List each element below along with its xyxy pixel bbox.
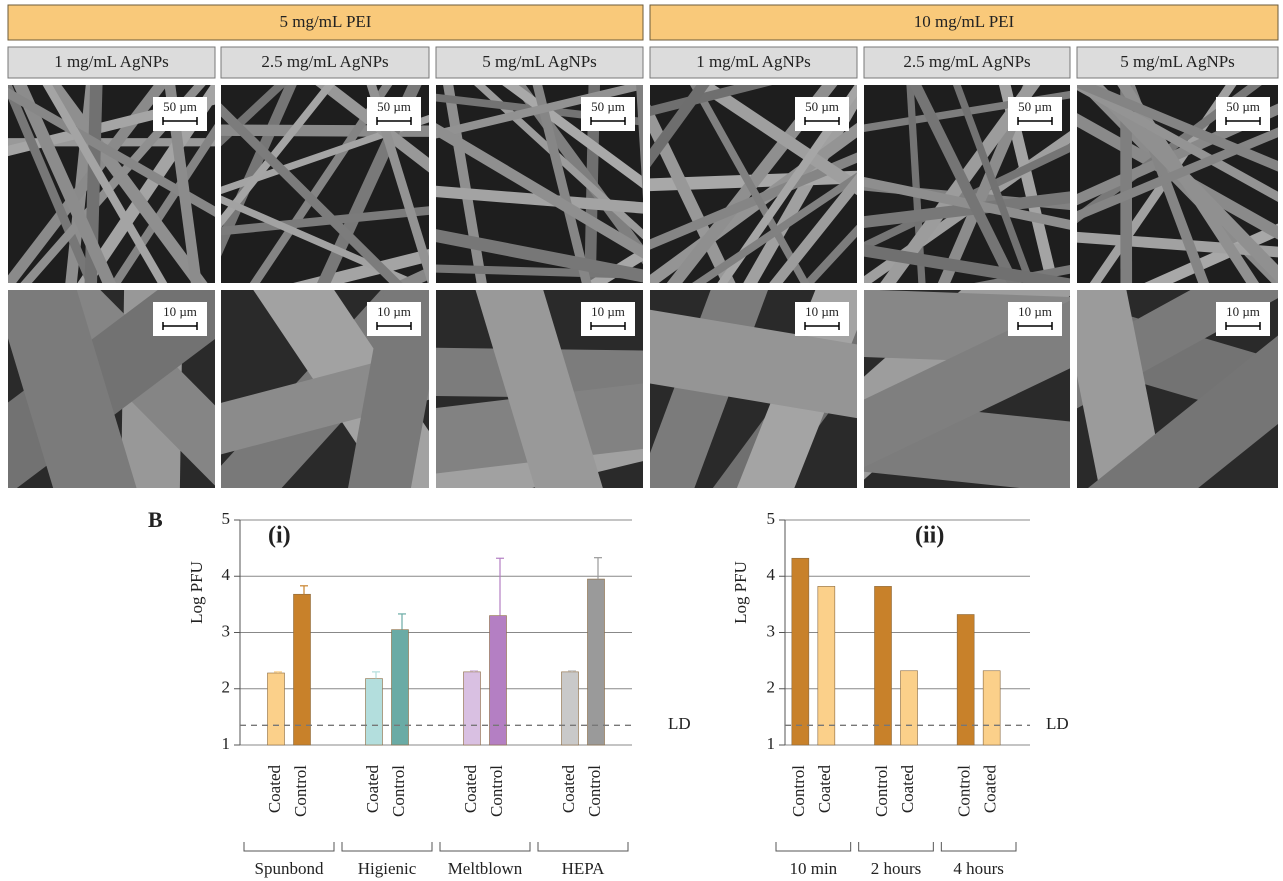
y-tick-label: 4 bbox=[222, 565, 231, 584]
bar bbox=[818, 586, 835, 745]
limit-label: LD bbox=[1046, 714, 1069, 733]
group-label: HEPA bbox=[562, 859, 606, 878]
bar bbox=[901, 671, 918, 745]
scale-bar-label: 10 µm bbox=[163, 304, 197, 319]
scale-bar-label: 50 µm bbox=[805, 99, 839, 114]
y-tick-label: 1 bbox=[222, 734, 231, 753]
x-tick-label: Coated bbox=[981, 765, 1000, 814]
scale-bar-label: 10 µm bbox=[1226, 304, 1260, 319]
column-title: 5 mg/mL AgNPs bbox=[1120, 52, 1235, 71]
bar bbox=[983, 671, 1000, 745]
bar bbox=[875, 586, 892, 745]
panel-label: B bbox=[148, 507, 163, 532]
group-label: 10 min bbox=[789, 859, 837, 878]
y-tick-label: 1 bbox=[767, 734, 776, 753]
y-tick-label: 5 bbox=[222, 509, 231, 528]
bar bbox=[562, 672, 579, 745]
group-title: 5 mg/mL PEI bbox=[280, 12, 372, 31]
x-tick-label: Control bbox=[291, 765, 310, 817]
scale-bar-label: 50 µm bbox=[1018, 99, 1052, 114]
x-tick-label: Control bbox=[585, 765, 604, 817]
column-title: 1 mg/mL AgNPs bbox=[54, 52, 169, 71]
x-tick-label: Coated bbox=[265, 765, 284, 814]
scale-bar-label: 10 µm bbox=[1018, 304, 1052, 319]
group-bracket bbox=[342, 842, 432, 851]
x-tick-label: Coated bbox=[461, 765, 480, 814]
group-label: 2 hours bbox=[871, 859, 922, 878]
scale-bar-label: 50 µm bbox=[377, 99, 411, 114]
y-tick-label: 3 bbox=[222, 621, 231, 640]
group-title: 10 mg/mL PEI bbox=[914, 12, 1015, 31]
bar bbox=[392, 630, 409, 745]
group-bracket bbox=[440, 842, 530, 851]
y-tick-label: 4 bbox=[767, 565, 776, 584]
group-bracket bbox=[244, 842, 334, 851]
bar bbox=[464, 672, 481, 745]
x-tick-label: Control bbox=[955, 765, 974, 817]
group-bracket bbox=[776, 842, 851, 851]
x-tick-label: Coated bbox=[815, 765, 834, 814]
x-tick-label: Coated bbox=[559, 765, 578, 814]
x-tick-label: Control bbox=[872, 765, 891, 817]
x-tick-label: Control bbox=[487, 765, 506, 817]
y-axis-label: Log PFU bbox=[731, 561, 750, 624]
group-bracket bbox=[941, 842, 1016, 851]
group-bracket bbox=[538, 842, 628, 851]
scale-bar-label: 10 µm bbox=[805, 304, 839, 319]
scale-bar-label: 50 µm bbox=[1226, 99, 1260, 114]
scale-bar-label: 50 µm bbox=[591, 99, 625, 114]
chart-title: (ii) bbox=[915, 523, 944, 549]
group-label: Spunbond bbox=[255, 859, 324, 878]
bar bbox=[366, 679, 383, 745]
y-tick-label: 2 bbox=[767, 678, 776, 697]
limit-label: LD bbox=[668, 714, 691, 733]
scale-bar-label: 50 µm bbox=[163, 99, 197, 114]
x-tick-label: Coated bbox=[898, 765, 917, 814]
figure: A B 5 mg/mL PEI1 mg/mL AgNPs50 µm10 µm2.… bbox=[0, 0, 1283, 881]
group-bracket bbox=[859, 842, 934, 851]
bar bbox=[588, 579, 605, 745]
group-label: Meltblown bbox=[448, 859, 523, 878]
x-tick-label: Control bbox=[389, 765, 408, 817]
column-title: 2.5 mg/mL AgNPs bbox=[261, 52, 388, 71]
x-tick-label: Coated bbox=[363, 765, 382, 814]
x-tick-label: Control bbox=[789, 765, 808, 817]
bar bbox=[268, 673, 285, 745]
column-title: 5 mg/mL AgNPs bbox=[482, 52, 597, 71]
column-title: 1 mg/mL AgNPs bbox=[696, 52, 811, 71]
y-tick-label: 2 bbox=[222, 678, 231, 697]
y-axis-label: Log PFU bbox=[187, 561, 206, 624]
bar bbox=[792, 558, 809, 745]
y-tick-label: 5 bbox=[767, 509, 776, 528]
scale-bar-label: 10 µm bbox=[377, 304, 411, 319]
y-tick-label: 3 bbox=[767, 621, 776, 640]
group-label: Higienic bbox=[358, 859, 417, 878]
chart-title: (i) bbox=[268, 523, 291, 549]
group-label: 4 hours bbox=[953, 859, 1004, 878]
scale-bar-label: 10 µm bbox=[591, 304, 625, 319]
column-title: 2.5 mg/mL AgNPs bbox=[903, 52, 1030, 71]
bar bbox=[294, 594, 311, 745]
